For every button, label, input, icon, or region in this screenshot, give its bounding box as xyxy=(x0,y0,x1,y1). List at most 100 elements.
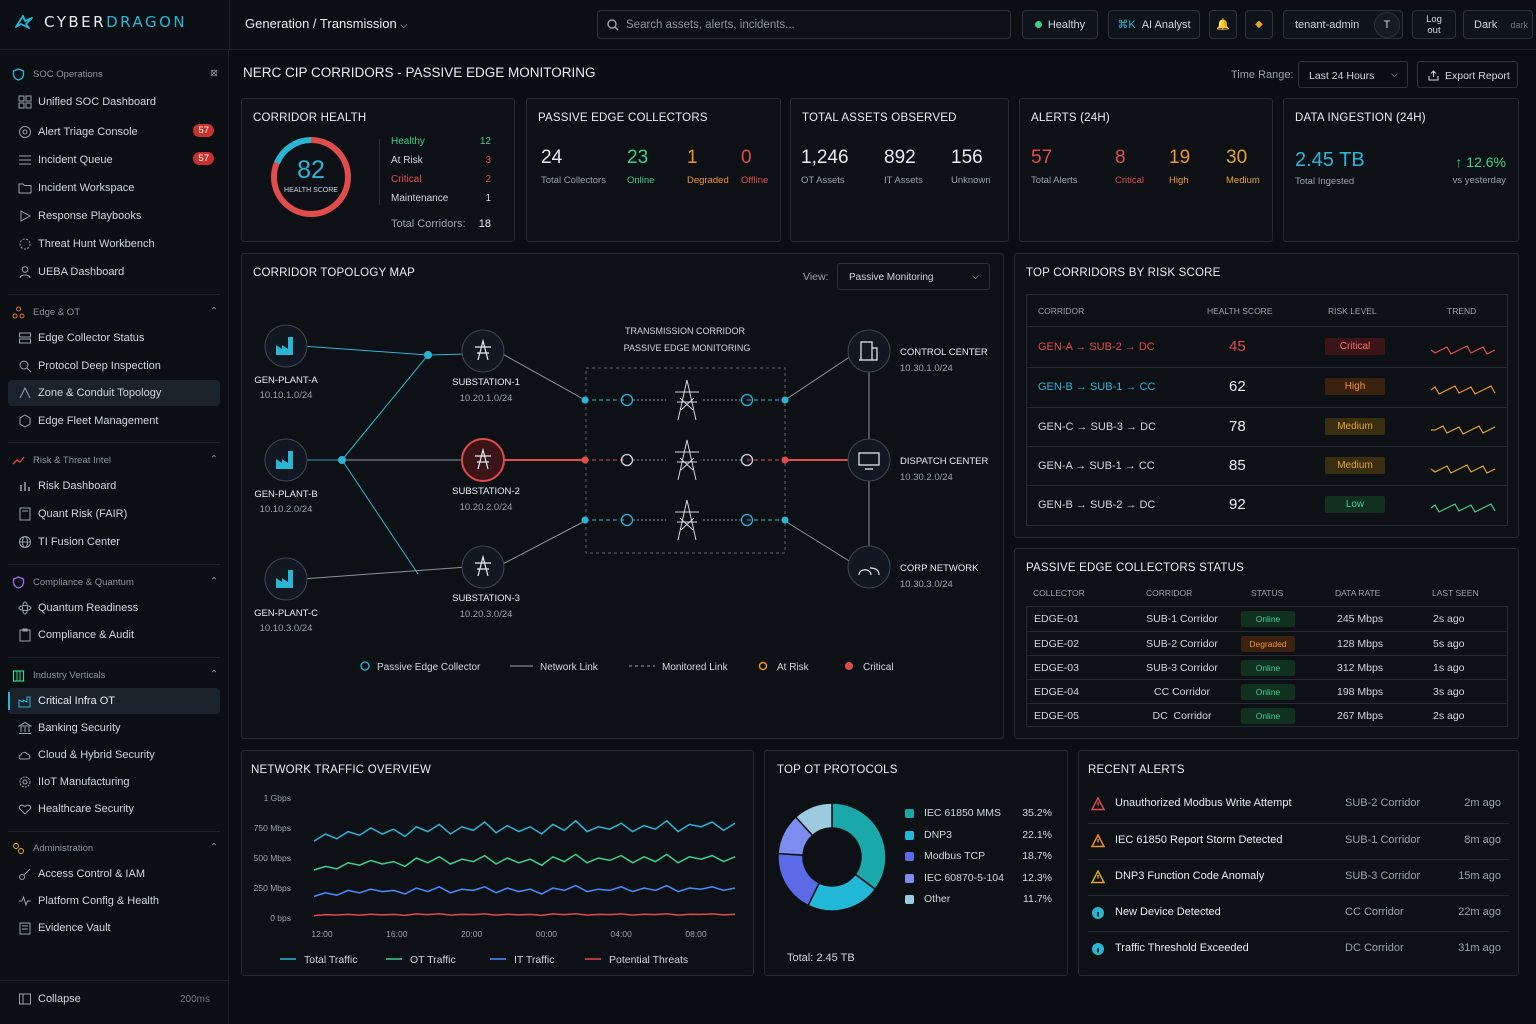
destination-node[interactable] xyxy=(847,545,891,589)
sidebar-item-risk-dashboard[interactable]: Risk Dashboard xyxy=(8,473,220,499)
sidebar-item-cloud-hybrid[interactable]: Cloud & Hybrid Security xyxy=(8,742,220,768)
health-status-button[interactable]: Healthy xyxy=(1022,10,1098,39)
risk-row[interactable]: GEN-B → SUB-2 → DC 92 Low xyxy=(1027,485,1507,525)
protocol-legend-item[interactable]: IEC 60870-5-104 12.3% xyxy=(905,872,1055,888)
protocol-legend-item[interactable]: DNP3 22.1% xyxy=(905,829,1055,845)
destination-node[interactable] xyxy=(847,438,891,482)
collapse-button[interactable]: Collapse 200ms xyxy=(8,986,220,1012)
sidebar-item-compliance-audit[interactable]: Compliance & Audit xyxy=(8,622,220,648)
passive-collector-icon[interactable] xyxy=(740,393,754,407)
legend-swatch xyxy=(905,809,914,818)
substation-node[interactable] xyxy=(461,545,505,589)
sidebar-item-edge-collector-status[interactable]: Edge Collector Status xyxy=(8,325,220,351)
protocol-legend-item[interactable]: Other 11.7% xyxy=(905,893,1055,909)
passive-collector-icon[interactable] xyxy=(740,453,754,467)
health-score: 78 xyxy=(1229,417,1246,435)
chevron-up-icon[interactable]: ⌃ xyxy=(210,454,218,465)
sidebar-group-verticals[interactable]: Industry Verticals ⌃ xyxy=(12,669,218,682)
alert-row[interactable]: DNP3 Function Code Anomaly SUB-3 Corridor… xyxy=(1088,859,1509,894)
sidebar-item-threat-hunt[interactable]: Threat Hunt Workbench xyxy=(8,231,220,257)
breadcrumb[interactable]: Generation / Transmission ⌵ xyxy=(245,16,408,31)
chevron-up-icon[interactable]: ⌃ xyxy=(210,842,218,853)
sidebar-item-incident-workspace[interactable]: Incident Workspace xyxy=(8,175,220,201)
sidebar-group-edge-ot[interactable]: Edge & OT ⌃ xyxy=(12,306,218,319)
passive-collector-icon[interactable] xyxy=(620,513,634,527)
sidebar-item-ti-fusion[interactable]: TI Fusion Center xyxy=(8,529,220,555)
notifications-button[interactable]: 🔔 xyxy=(1209,10,1237,39)
export-report-button[interactable]: Export Report xyxy=(1417,61,1518,88)
theme-label: Dark xyxy=(1474,18,1498,31)
sidebar-item-edge-fleet[interactable]: Edge Fleet Management xyxy=(8,408,220,434)
sidebar-item-response-playbooks[interactable]: Response Playbooks xyxy=(8,203,220,229)
collector-row[interactable]: EDGE-03 SUB-3 Corridor Online 312 Mbps 1s ag… xyxy=(1027,655,1507,679)
sidebar-item-access-control[interactable]: Access Control & IAM xyxy=(8,861,220,887)
chevron-up-icon[interactable]: ⌃ xyxy=(210,306,218,317)
sidebar-group-label: Administration xyxy=(33,843,94,854)
theme-accent-button[interactable]: ◆ xyxy=(1245,10,1273,39)
passive-collector-icon[interactable] xyxy=(620,393,634,407)
risk-row[interactable]: GEN-C → SUB-3 → DC 78 Medium xyxy=(1027,407,1507,446)
sidebar-item-quantum-readiness[interactable]: Quantum Readiness xyxy=(8,595,220,621)
search-input[interactable]: Search assets, alerts, incidents... xyxy=(597,10,1011,39)
sidebar-group-soc[interactable]: SOC Operations ⊠ xyxy=(12,68,218,81)
health-row-value: 1 xyxy=(485,193,491,204)
tenant-switcher[interactable]: tenant-admin T xyxy=(1283,10,1403,39)
sidebar-item-unified-soc[interactable]: Unified SOC Dashboard xyxy=(8,89,220,115)
stat-value: 1,246 xyxy=(801,147,849,168)
alert-row[interactable]: Traffic Threshold Exceeded DC Corridor 31m… xyxy=(1088,931,1509,966)
collector-row[interactable]: EDGE-02 SUB-2 Corridor Degraded 128 Mbps 5s … xyxy=(1027,631,1507,655)
alert-row[interactable]: New Device Detected CC Corridor 22m ago xyxy=(1088,895,1509,930)
collapse-sidebar-icon[interactable]: ⊠ xyxy=(210,68,218,79)
sidebar-item-quant-risk[interactable]: Quant Risk (FAIR) xyxy=(8,501,220,527)
risk-row[interactable]: GEN-A → SUB-1 → CC 85 Medium xyxy=(1027,446,1507,485)
sidebar-item-banking[interactable]: Banking Security xyxy=(8,715,220,741)
donut-slice[interactable] xyxy=(794,802,833,837)
sidebar-item-iiot[interactable]: IIoT Manufacturing xyxy=(8,769,220,795)
passive-collector-icon[interactable] xyxy=(740,513,754,527)
view-select[interactable]: Passive Monitoring ⌵ xyxy=(837,263,990,290)
donut-slice[interactable] xyxy=(831,802,887,891)
generation-plant-node[interactable] xyxy=(264,438,308,482)
sidebar-item-ueba[interactable]: UEBA Dashboard xyxy=(8,259,220,285)
collector-row[interactable]: EDGE-04 CC Corridor Online 198 Mbps 3s ago xyxy=(1027,679,1507,703)
sidebar-item-healthcare[interactable]: Healthcare Security xyxy=(8,796,220,822)
sidebar-group-compliance[interactable]: Compliance & Quantum ⌃ xyxy=(12,576,218,589)
factory-icon xyxy=(276,337,293,355)
sidebar-group-risk[interactable]: Risk & Threat Intel ⌃ xyxy=(12,454,218,467)
substation-node[interactable] xyxy=(461,329,505,373)
card-title: TOP CORRIDORS BY RISK SCORE xyxy=(1026,267,1221,279)
sidebar-item-critical-infra-ot[interactable]: Critical Infra OT xyxy=(8,688,220,714)
alert-row[interactable]: Unauthorized Modbus Write Attempt SUB-2 C… xyxy=(1088,787,1509,822)
col-header: RISK LEVEL xyxy=(1328,306,1377,316)
risk-row[interactable]: GEN-A → SUB-2 → DC 45 Critical xyxy=(1027,326,1507,367)
transmission-tower-icon xyxy=(675,439,699,481)
sidebar-item-evidence-vault[interactable]: Evidence Vault xyxy=(8,915,220,941)
collector-row[interactable]: EDGE-05 DC Corridor Online 267 Mbps 2s ago xyxy=(1027,703,1507,727)
theme-toggle[interactable]: Dark dark xyxy=(1463,10,1533,39)
alert-row[interactable]: IEC 61850 Report Storm Detected SUB-1 Cor… xyxy=(1088,823,1509,858)
generation-plant-node[interactable] xyxy=(264,557,308,601)
protocol-legend-item[interactable]: IEC 61850 MMS 35.2% xyxy=(905,807,1055,823)
logout-button[interactable]: Log out xyxy=(1412,10,1456,39)
sidebar-item-protocol-inspection[interactable]: Protocol Deep Inspection xyxy=(8,353,220,379)
chevron-up-icon[interactable]: ⌃ xyxy=(210,669,218,680)
health-row: At Risk 3 xyxy=(391,155,491,174)
sidebar-item-platform-config[interactable]: Platform Config & Health xyxy=(8,888,220,914)
sidebar-item-alert-triage[interactable]: Alert Triage Console 57 xyxy=(8,119,220,145)
generation-plant-node[interactable] xyxy=(264,324,308,368)
collector-row[interactable]: EDGE-01 SUB-1 Corridor Online 245 Mbps 2s ag… xyxy=(1027,607,1507,631)
ai-analyst-button[interactable]: ⌘K AI Analyst xyxy=(1108,10,1200,39)
brand-logo[interactable]: CYBERDRAGON xyxy=(14,12,187,32)
time-range-select[interactable]: Last 24 Hours ⌵ xyxy=(1298,61,1408,88)
sidebar-item-zone-conduit[interactable]: Zone & Conduit Topology xyxy=(8,380,220,406)
risk-level-badge: High xyxy=(1325,378,1385,395)
sidebar-group-admin[interactable]: Administration ⌃ xyxy=(12,842,218,855)
risk-row[interactable]: GEN-B → SUB-1 → CC 62 High xyxy=(1027,367,1507,407)
substation-node[interactable] xyxy=(461,438,505,482)
card-title: DATA INGESTION (24H) xyxy=(1295,112,1426,124)
chevron-up-icon[interactable]: ⌃ xyxy=(210,576,218,587)
protocol-legend-item[interactable]: Modbus TCP 18.7% xyxy=(905,850,1055,866)
passive-collector-icon[interactable] xyxy=(620,453,634,467)
sidebar-item-incident-queue[interactable]: Incident Queue 57 xyxy=(8,147,220,173)
destination-node[interactable] xyxy=(847,329,891,373)
